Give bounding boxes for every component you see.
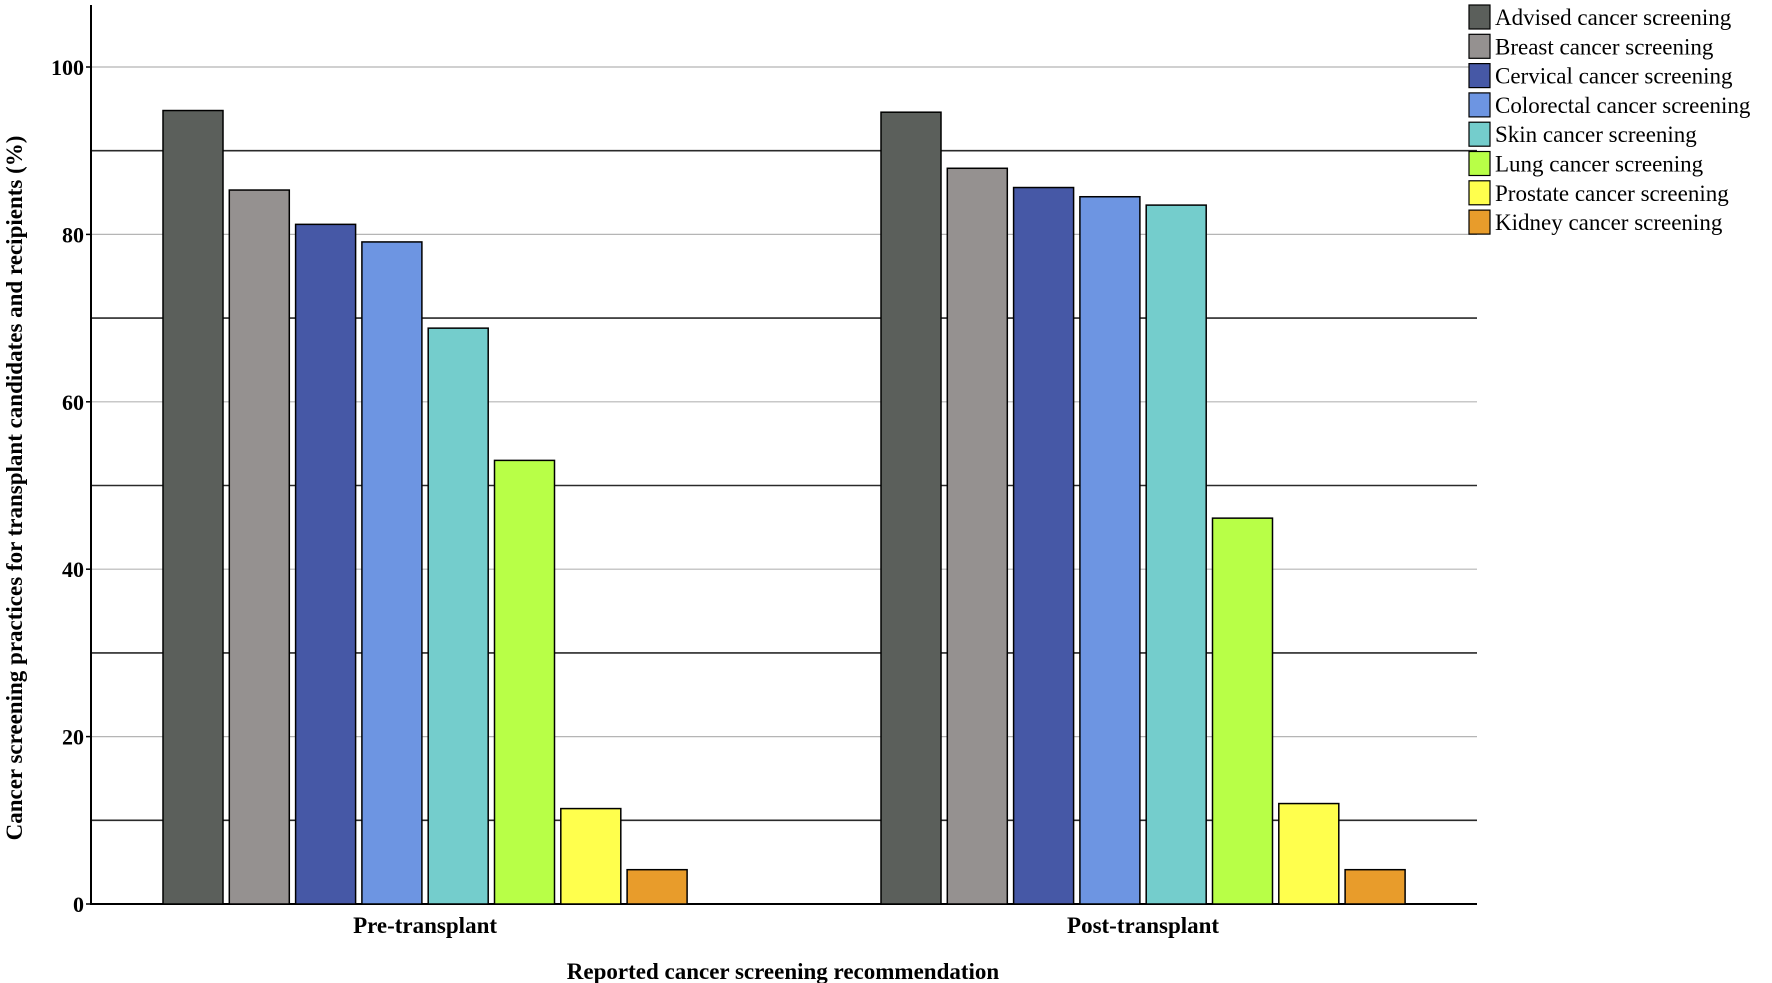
- legend-swatch: [1468, 209, 1491, 235]
- bar: [1344, 868, 1406, 905]
- x-axis-title: Reported cancer screening recommendation: [567, 959, 1000, 983]
- legend-swatch: [1468, 4, 1491, 30]
- legend-swatch: [1468, 180, 1491, 206]
- x-category-labels: Pre-transplant Post-transplant: [353, 913, 1219, 938]
- legend-label: Kidney cancer screening: [1495, 210, 1723, 235]
- bar: [1079, 195, 1141, 905]
- legend-label: Cervical cancer screening: [1495, 64, 1733, 89]
- legend-label: Colorectal cancer screening: [1495, 93, 1751, 118]
- legend-label: Advised cancer screening: [1495, 5, 1732, 30]
- legend-label: Skin cancer screening: [1495, 122, 1697, 147]
- y-tick-label: 80: [62, 222, 84, 247]
- bar: [1278, 802, 1340, 905]
- legend-swatch: [1468, 121, 1491, 147]
- legend-label: Lung cancer screening: [1495, 152, 1704, 177]
- legend-swatch: [1468, 92, 1491, 118]
- bar: [228, 189, 291, 905]
- bar: [162, 109, 224, 905]
- bar: [427, 327, 489, 905]
- y-tick-label: 60: [62, 390, 84, 415]
- legend-label: Breast cancer screening: [1495, 34, 1714, 59]
- bar: [880, 111, 942, 905]
- bar: [361, 241, 423, 905]
- legend: Advised cancer screening Breast cancer sc…: [1468, 4, 1751, 235]
- legend-swatch: [1468, 62, 1491, 89]
- bar: [560, 807, 622, 905]
- bar: [1211, 517, 1274, 905]
- bar: [626, 868, 688, 905]
- y-tick-label: 20: [62, 725, 84, 750]
- y-tick-label: 0: [73, 892, 84, 917]
- legend-label: Prostate cancer screening: [1495, 181, 1729, 206]
- bar: [1012, 186, 1075, 905]
- bars: [162, 109, 1406, 905]
- y-tick-label: 100: [51, 55, 84, 80]
- bar: [946, 167, 1009, 905]
- legend-swatch: [1468, 33, 1491, 59]
- bar: [493, 459, 556, 905]
- legend-swatch: [1468, 150, 1491, 177]
- y-axis-title: Cancer screening practices for transplan…: [2, 136, 27, 841]
- bar: [1145, 204, 1207, 905]
- x-category-label: Pre-transplant: [353, 913, 497, 938]
- y-tick-label: 40: [62, 557, 84, 582]
- bar: [294, 223, 357, 905]
- x-category-label: Post-transplant: [1067, 913, 1219, 938]
- y-tick-labels: 0 20 40 60 80 100: [51, 55, 84, 917]
